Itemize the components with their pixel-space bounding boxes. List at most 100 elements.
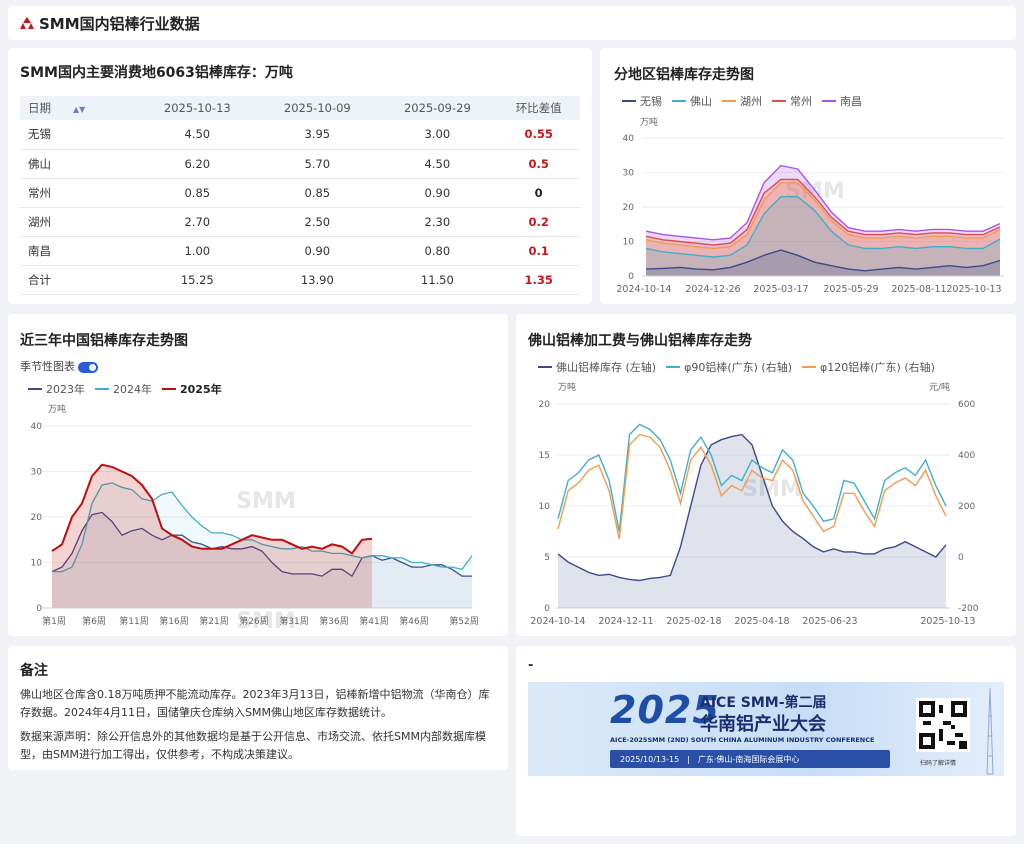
x-tick-label: 第1周 — [42, 615, 66, 627]
left-y-tick-label: 15 — [539, 451, 550, 461]
x-tick-label: 2025-10-13 — [920, 616, 975, 627]
legend-item[interactable]: 佛山铝棒库存 (左轴) — [538, 359, 656, 375]
x-tick-label: 第46周 — [399, 615, 428, 627]
y-tick-label: 20 — [31, 513, 43, 523]
legend-line-icon — [162, 388, 176, 390]
legend-line-icon — [722, 100, 736, 102]
right-y-tick-label: 0 — [958, 553, 964, 563]
x-tick-label: 2024-12-11 — [598, 616, 653, 627]
x-tick-label: 2025-03-17 — [753, 284, 808, 295]
legend-label: 佛山铝棒库存 (左轴) — [556, 361, 657, 374]
y-tick-label: 30 — [31, 468, 43, 478]
y-tick-label: 10 — [623, 238, 635, 248]
x-tick-label: 2025-06-23 — [802, 616, 857, 627]
foshan-legend: 佛山铝棒库存 (左轴) φ90铝棒(广东) (右轴) φ120铝棒(广东) (右轴) — [538, 359, 945, 375]
table-row: 合计 15.25 13.90 11.50 1.35 — [20, 265, 580, 295]
y-tick-label: 0 — [36, 604, 42, 614]
notes-paragraph: 佛山地区仓库含0.18万吨质押不能流动库存。2023年3月13日，铝棒新增中铝物… — [20, 688, 490, 719]
banner-info-bar: 2025/10/13-15 | 广东·佛山-南海国际会展中心 — [610, 750, 890, 768]
left-y-tick-label: 10 — [539, 502, 551, 512]
legend-item[interactable]: φ90铝棒(广东) (右轴) — [666, 359, 792, 375]
sort-icon[interactable]: ▲▼ — [73, 105, 86, 114]
banner-line1: AICE SMM-第二届 — [700, 695, 827, 711]
column-header[interactable]: 日期 ▲▼ — [20, 96, 138, 120]
table-row: 佛山 6.20 5.70 4.50 0.5 — [20, 149, 580, 179]
legend-line-icon — [28, 388, 42, 390]
left-y-tick-label: 5 — [544, 553, 550, 563]
x-tick-label: 第36周 — [319, 615, 348, 627]
line-series-1 — [645, 195, 1001, 258]
legend-item[interactable]: 常州 — [772, 93, 812, 109]
banner-line3: AICE-2025SMM (2ND) SOUTH CHINA ALUMINUM … — [610, 736, 875, 744]
x-tick-label: 第52周 — [449, 615, 478, 627]
page-title: SMM国内铝棒行业数据 — [39, 14, 200, 33]
right-y-tick-label: 200 — [958, 502, 975, 512]
regional-legend: 无锡 佛山 湖州 常州 南昌 — [622, 93, 872, 109]
y-axis-unit: 万吨 — [48, 403, 66, 415]
smm-logo-icon — [20, 17, 34, 29]
area-series-0 — [558, 434, 946, 608]
banner-line2: 华南铝产业大会 — [700, 714, 826, 735]
ad-card: - 2025 AICE SMM-第二届 华南铝产业大会 AICE-2025SMM… — [516, 646, 1016, 836]
line-series-3 — [645, 178, 1001, 246]
legend-item[interactable]: φ120铝棒(广东) (右轴) — [802, 359, 935, 375]
line-series-2 — [557, 433, 947, 540]
area-series-1 — [646, 196, 1000, 276]
x-tick-label: 2025-05-29 — [823, 284, 878, 295]
legend-label: 佛山 — [690, 95, 712, 108]
legend-line-icon — [672, 100, 686, 102]
toggle-switch[interactable] — [78, 361, 98, 373]
area-series-3 — [646, 179, 1000, 276]
left-y-tick-label: 20 — [539, 400, 551, 410]
x-tick-label: 2024-10-14 — [530, 616, 585, 627]
seasonal-chart: 万吨010203040SMMSMM第1周 第6周 第11周 第16周 第21周 第26周第… — [31, 403, 479, 634]
y-tick-label: 40 — [623, 134, 635, 144]
conference-banner[interactable]: 2025 AICE SMM-第二届 华南铝产业大会 AICE-2025SMM (… — [528, 682, 1004, 776]
legend-item[interactable]: 南昌 — [822, 93, 862, 109]
legend-item[interactable]: 2025年 — [162, 381, 222, 397]
legend-line-icon — [772, 100, 786, 102]
legend-item[interactable]: 2023年 — [28, 381, 85, 397]
legend-label: φ120铝棒(广东) (右轴) — [820, 361, 935, 374]
table-row: 湖州 2.70 2.50 2.30 0.2 — [20, 207, 580, 237]
legend-line-icon — [822, 100, 836, 102]
legend-item[interactable]: 湖州 — [722, 93, 762, 109]
legend-line-icon — [802, 366, 817, 368]
seasonal-toggle[interactable]: 季节性图表 — [20, 358, 98, 374]
foshan-chart: 万吨 元/吨 0 -200 5 0 10 200 15 400 20 600 SMM 2024-10-14… — [530, 381, 978, 627]
regional-chart-title: 分地区铝棒库存走势图 — [614, 67, 754, 83]
seasonal-chart-card: 近三年中国铝棒库存走势图 季节性图表 2023年 2024年 2025年 万吨 0 10… — [8, 314, 508, 636]
right-y-tick-label: 600 — [958, 400, 975, 410]
legend-line-icon — [622, 100, 636, 102]
table-row: 南昌 1.00 0.90 0.80 0.1 — [20, 236, 580, 266]
disclaimer-paragraph: 数据来源声明：除公开信息外的其他数据均是基于公开信息、市场交流、依托SMM内部数… — [20, 730, 486, 761]
line-series-0 — [51, 511, 472, 578]
legend-item[interactable]: 佛山 — [672, 93, 712, 109]
watermark: SMM — [742, 477, 802, 502]
legend-label: 湖州 — [740, 95, 762, 108]
left-y-tick-label: 0 — [544, 604, 550, 614]
table-row: 无锡 4.50 3.95 3.00 0.55 — [20, 120, 580, 150]
legend-line-icon — [538, 366, 552, 368]
column-header: 2025-09-29 — [377, 96, 498, 120]
x-tick-label: 第16周 — [159, 615, 188, 627]
column-header: 2025-10-13 — [137, 96, 258, 120]
x-tick-label: 第26周 — [239, 615, 268, 627]
watermark: SMM — [236, 489, 296, 514]
right-axis-unit: 元/吨 — [929, 381, 950, 393]
y-tick-label: 30 — [623, 169, 635, 179]
legend-item[interactable]: 2024年 — [95, 381, 152, 397]
y-tick-label: 0 — [628, 272, 634, 282]
x-tick-label: 第11周 — [119, 615, 148, 627]
legend-label: 无锡 — [640, 95, 662, 108]
x-tick-label: 2025-02-18 — [666, 616, 721, 627]
y-axis-unit: 万吨 — [640, 116, 658, 128]
line-series-0 — [645, 249, 1001, 272]
line-series-1 — [52, 482, 473, 573]
x-tick-label: 2025-10-13 — [946, 284, 1001, 295]
legend-item[interactable]: 无锡 — [622, 93, 662, 109]
legend-label: 南昌 — [840, 95, 862, 108]
legend-line-icon — [666, 366, 681, 368]
page-header: SMM国内铝棒行业数据 — [8, 6, 1016, 40]
seasonal-chart-title: 近三年中国铝棒库存走势图 — [20, 333, 188, 349]
